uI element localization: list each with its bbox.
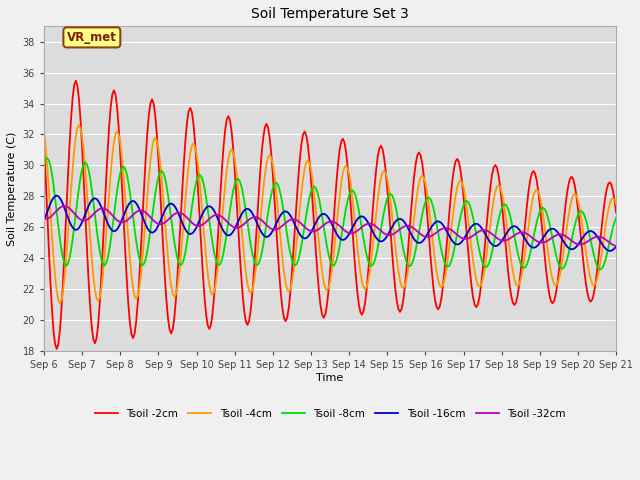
Tsoil -32cm xyxy=(387,232,394,238)
Tsoil -16cm xyxy=(399,218,407,224)
Tsoil -16cm xyxy=(612,244,620,250)
Tsoil -4cm xyxy=(401,283,408,289)
Tsoil -4cm xyxy=(40,129,48,134)
Tsoil -4cm xyxy=(56,300,64,306)
Line: Tsoil -8cm: Tsoil -8cm xyxy=(44,158,616,269)
Y-axis label: Soil Temperature (C): Soil Temperature (C) xyxy=(7,132,17,246)
Tsoil -2cm xyxy=(369,204,377,210)
Tsoil -32cm xyxy=(612,243,620,249)
Line: Tsoil -4cm: Tsoil -4cm xyxy=(44,125,616,303)
Tsoil -4cm xyxy=(75,122,83,128)
Tsoil -32cm xyxy=(399,224,407,230)
Tsoil -16cm xyxy=(53,193,61,199)
Title: Soil Temperature Set 3: Soil Temperature Set 3 xyxy=(251,7,409,21)
Tsoil -2cm xyxy=(58,306,65,312)
Tsoil -8cm xyxy=(399,246,407,252)
Line: Tsoil -16cm: Tsoil -16cm xyxy=(44,196,616,251)
Tsoil -8cm xyxy=(44,155,51,161)
Tsoil -2cm xyxy=(545,292,553,298)
Tsoil -8cm xyxy=(544,214,552,220)
Tsoil -8cm xyxy=(40,162,48,168)
Tsoil -8cm xyxy=(612,215,620,221)
Tsoil -4cm xyxy=(150,137,157,143)
Tsoil -4cm xyxy=(58,297,65,303)
Tsoil -4cm xyxy=(388,212,396,218)
Tsoil -2cm xyxy=(150,101,157,107)
Tsoil -8cm xyxy=(367,263,375,269)
Legend: Tsoil -2cm, Tsoil -4cm, Tsoil -8cm, Tsoil -16cm, Tsoil -32cm: Tsoil -2cm, Tsoil -4cm, Tsoil -8cm, Tsoi… xyxy=(91,405,570,423)
Tsoil -16cm xyxy=(606,248,614,254)
Tsoil -2cm xyxy=(401,285,408,291)
Tsoil -8cm xyxy=(387,191,394,197)
Tsoil -8cm xyxy=(58,247,65,253)
Line: Tsoil -2cm: Tsoil -2cm xyxy=(44,81,616,349)
Tsoil -16cm xyxy=(544,228,552,234)
Tsoil -16cm xyxy=(367,226,375,232)
Tsoil -32cm xyxy=(367,221,375,227)
Tsoil -2cm xyxy=(40,139,48,145)
Tsoil -8cm xyxy=(596,266,604,272)
Tsoil -2cm xyxy=(388,249,396,254)
Line: Tsoil -32cm: Tsoil -32cm xyxy=(44,206,616,246)
Tsoil -32cm xyxy=(40,216,48,221)
Tsoil -16cm xyxy=(387,227,394,233)
Tsoil -4cm xyxy=(612,202,620,207)
Tsoil -4cm xyxy=(369,242,377,248)
Tsoil -32cm xyxy=(56,205,64,211)
Tsoil -8cm xyxy=(148,215,156,220)
Tsoil -16cm xyxy=(58,198,65,204)
Tsoil -32cm xyxy=(544,238,552,243)
Tsoil -32cm xyxy=(148,216,156,222)
Tsoil -2cm xyxy=(612,210,620,216)
Text: VR_met: VR_met xyxy=(67,31,116,44)
Tsoil -2cm xyxy=(72,78,79,84)
Tsoil -4cm xyxy=(545,259,553,265)
Tsoil -16cm xyxy=(148,230,156,236)
Tsoil -2cm xyxy=(53,346,61,352)
Tsoil -16cm xyxy=(40,217,48,223)
X-axis label: Time: Time xyxy=(316,372,344,383)
Tsoil -32cm xyxy=(61,203,68,209)
